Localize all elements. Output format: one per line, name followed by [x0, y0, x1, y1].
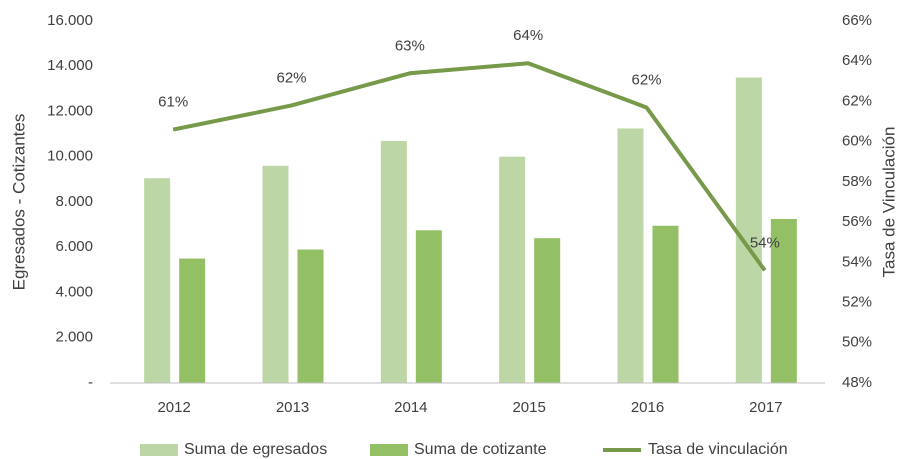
x-tick-label: 2016 [631, 399, 664, 416]
y2-tick-label: 64% [842, 52, 872, 69]
y2-tick-label: 66% [842, 12, 872, 29]
y2-tick-label: 58% [842, 173, 872, 190]
bar [415, 230, 442, 383]
y-tick-label: 8.000 [55, 193, 93, 210]
y2-tick-label: 56% [842, 213, 872, 230]
data-label: 64% [513, 27, 543, 44]
legend-swatch [603, 448, 641, 452]
data-label: 61% [158, 94, 188, 111]
bar [499, 156, 526, 383]
y-tick-label: 14.000 [47, 57, 93, 74]
legend-label: Tasa de vinculación [648, 441, 788, 458]
x-tick-label: 2014 [394, 399, 427, 416]
bar [652, 225, 679, 383]
y2-axis-title: Tasa de Vinculación [879, 127, 898, 278]
bar [617, 128, 644, 383]
y2-tick-label: 52% [842, 294, 872, 311]
bar [262, 165, 289, 383]
y-axis-title: Egresados - Cotizantes [9, 114, 28, 291]
bar [179, 258, 206, 383]
y2-tick-label: 50% [842, 334, 872, 351]
bar [770, 218, 797, 383]
x-tick-label: 2013 [276, 399, 309, 416]
bar [297, 249, 324, 383]
y-tick-label: 10.000 [47, 148, 93, 165]
y2-tick-label: 54% [842, 253, 872, 270]
y2-tick-label: 62% [842, 92, 872, 109]
y-tick-label: 16.000 [47, 12, 93, 29]
y-tick-label: - [88, 374, 93, 391]
y2-tick-label: 60% [842, 133, 872, 150]
y-tick-label: 4.000 [55, 283, 93, 300]
data-label: 62% [276, 69, 306, 86]
legend-label: Suma de egresados [184, 441, 327, 458]
x-tick-label: 2012 [157, 399, 190, 416]
bar [380, 140, 407, 383]
legend-label: Suma de cotizante [414, 441, 547, 458]
legend-swatch [370, 444, 408, 456]
y-tick-label: 2.000 [55, 329, 93, 346]
data-label: 54% [750, 234, 780, 251]
data-label: 63% [395, 37, 425, 54]
y-tick-label: 6.000 [55, 238, 93, 255]
x-tick-label: 2015 [512, 399, 545, 416]
y-tick-label: 12.000 [47, 102, 93, 119]
y2-tick-label: 48% [842, 374, 872, 391]
bar [735, 77, 762, 383]
bar [534, 238, 561, 383]
x-tick-label: 2017 [749, 399, 782, 416]
bar [144, 178, 171, 383]
line [172, 61, 767, 272]
data-label: 62% [631, 71, 661, 88]
legend-swatch [140, 444, 178, 456]
